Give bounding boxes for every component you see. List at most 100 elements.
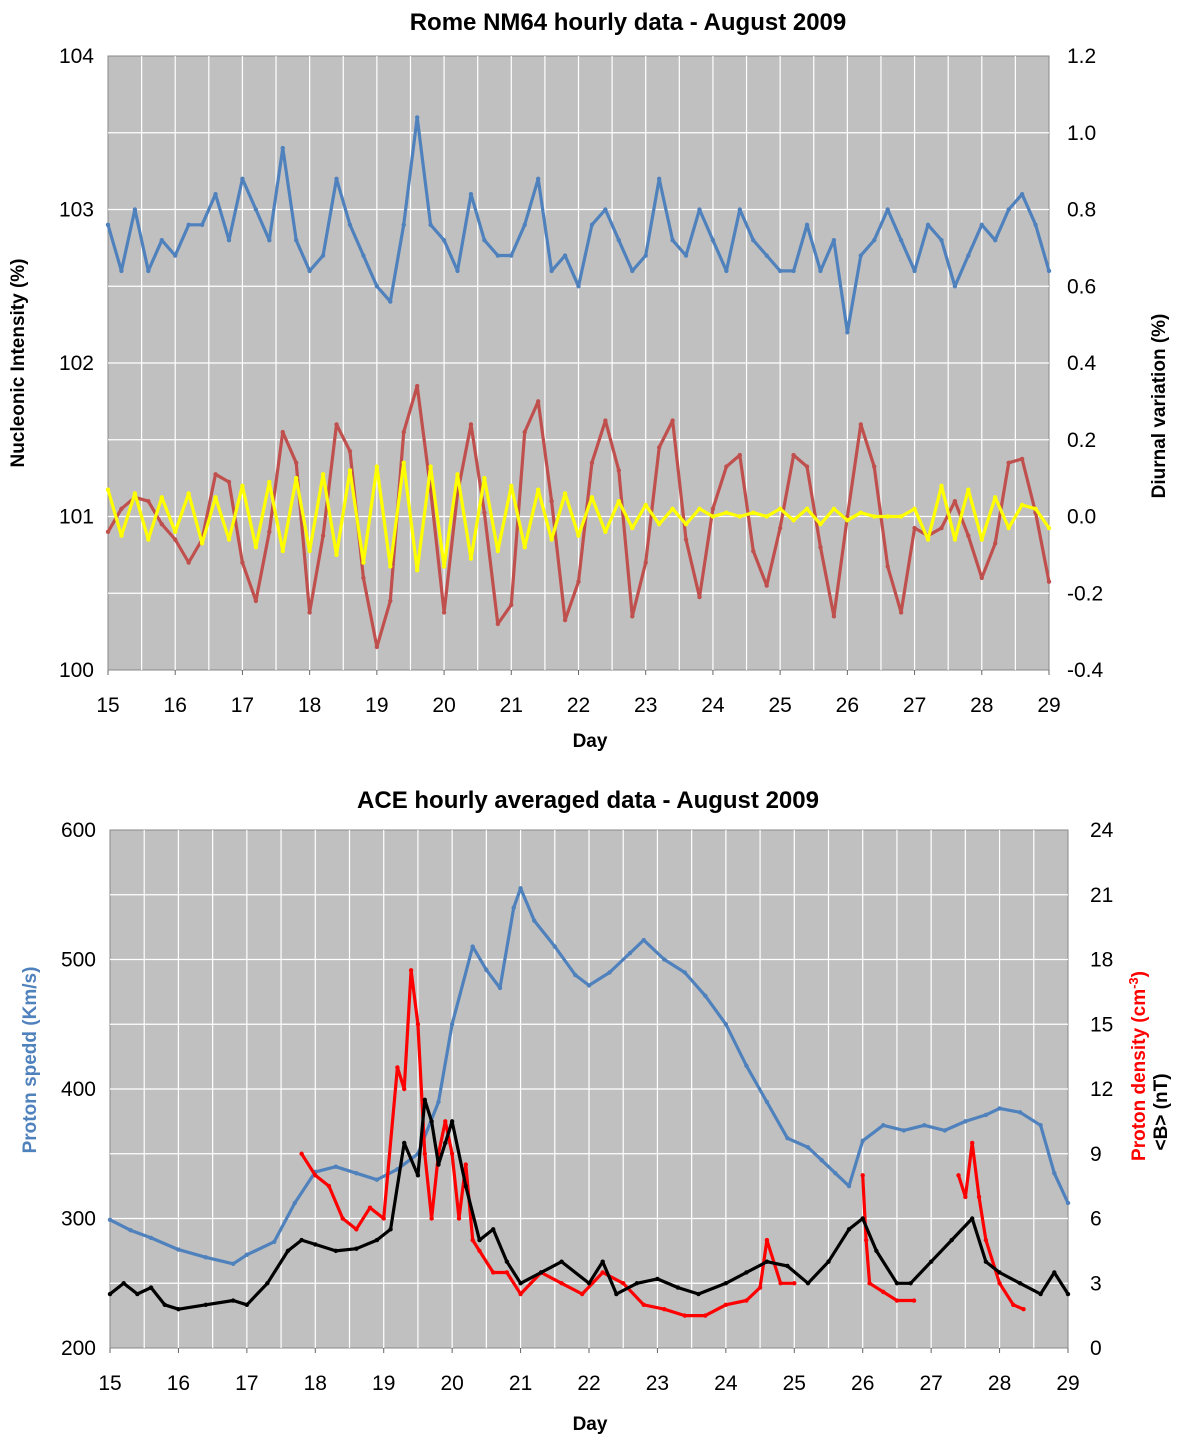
data-point	[320, 253, 326, 258]
data-point	[381, 1216, 386, 1221]
data-point	[549, 537, 554, 542]
data-point	[764, 253, 769, 258]
data-point	[603, 418, 608, 423]
x-tick-label: 23	[646, 1372, 669, 1395]
data-point	[299, 1151, 304, 1156]
data-point	[607, 970, 612, 975]
data-point	[1011, 1302, 1016, 1308]
data-point	[997, 1106, 1002, 1111]
data-point	[898, 238, 904, 243]
x-tick-label: 24	[701, 694, 725, 717]
data-point	[199, 541, 205, 546]
x-tick-label: 23	[634, 694, 657, 717]
chart1-x-axis-label: Day	[573, 731, 608, 752]
x-tick-label: 22	[577, 1372, 600, 1395]
data-point	[710, 238, 716, 243]
data-point	[441, 564, 447, 569]
data-point	[354, 1227, 359, 1232]
data-point	[186, 222, 191, 228]
data-point	[603, 529, 608, 535]
data-point	[535, 176, 541, 181]
data-point	[267, 529, 272, 535]
x-tick-label: 19	[372, 1372, 395, 1395]
data-point	[589, 222, 595, 228]
data-point	[414, 383, 420, 389]
data-point	[374, 1177, 380, 1182]
data-point	[744, 1063, 749, 1068]
data-point	[885, 207, 890, 212]
data-point	[949, 1237, 954, 1243]
data-point	[347, 468, 353, 473]
data-point	[176, 1247, 181, 1252]
nm64-chart: Rome NM64 hourly data - August 2009 15 16…	[8, 9, 1170, 752]
data-point	[997, 1270, 1002, 1275]
data-point	[777, 268, 783, 274]
data-point	[347, 222, 353, 228]
data-point	[956, 1173, 961, 1178]
data-point	[805, 1281, 811, 1286]
data-point	[159, 521, 164, 527]
data-point	[858, 510, 863, 515]
data-point	[470, 944, 475, 949]
x-tick-label: 29	[1037, 694, 1060, 717]
x-tick-label: 16	[164, 694, 187, 717]
data-point	[683, 253, 689, 258]
data-point	[449, 1119, 455, 1124]
y-tick-label: 103	[59, 199, 94, 222]
data-point	[831, 614, 837, 619]
data-point	[881, 1289, 886, 1295]
data-point	[340, 1216, 345, 1221]
data-point	[1019, 502, 1025, 508]
data-point	[831, 238, 837, 243]
chart2-title: ACE hourly averaged data - August 2009	[357, 787, 819, 814]
data-point	[320, 472, 326, 477]
data-point	[576, 579, 581, 584]
y-tick-label: 300	[61, 1208, 96, 1231]
data-point	[388, 564, 393, 569]
data-point	[374, 284, 380, 289]
data-point	[697, 594, 702, 600]
data-point	[737, 207, 743, 212]
data-point	[313, 1173, 318, 1178]
data-point	[132, 491, 138, 496]
density-label-close: )	[1129, 971, 1150, 977]
data-point	[226, 479, 232, 485]
data-point	[253, 545, 259, 550]
data-point	[559, 1281, 564, 1286]
data-point	[307, 268, 312, 274]
y-tick-label: 400	[61, 1078, 96, 1101]
data-point	[186, 491, 191, 496]
data-point	[441, 238, 447, 243]
data-point	[443, 1140, 448, 1146]
data-point	[422, 1097, 427, 1102]
data-point	[785, 1136, 790, 1141]
data-point	[703, 1313, 708, 1318]
data-point	[710, 514, 716, 519]
data-point	[744, 1270, 749, 1275]
x-tick-label: 28	[970, 694, 993, 717]
data-point	[213, 191, 218, 197]
data-point	[408, 968, 414, 973]
data-point	[388, 299, 393, 304]
data-point	[1038, 1291, 1043, 1297]
data-point	[538, 1270, 544, 1275]
data-point	[509, 253, 514, 258]
data-point	[928, 1259, 934, 1264]
y-tick-label: 100	[59, 659, 94, 682]
data-point	[764, 583, 769, 588]
data-point	[656, 521, 662, 527]
data-point	[912, 525, 917, 531]
x-tick-label: 20	[440, 1372, 463, 1395]
data-point	[226, 238, 232, 243]
data-point	[682, 1313, 687, 1318]
data-point	[925, 537, 931, 542]
x-tick-label: 15	[98, 1372, 121, 1395]
data-point	[939, 525, 944, 531]
series-line-3	[956, 1141, 1026, 1311]
data-point	[682, 970, 687, 975]
x-tick-label: 18	[304, 1372, 327, 1395]
x-tick-label: 19	[365, 694, 388, 717]
data-point	[1006, 460, 1011, 465]
data-point	[186, 560, 191, 565]
data-point	[846, 1227, 852, 1232]
